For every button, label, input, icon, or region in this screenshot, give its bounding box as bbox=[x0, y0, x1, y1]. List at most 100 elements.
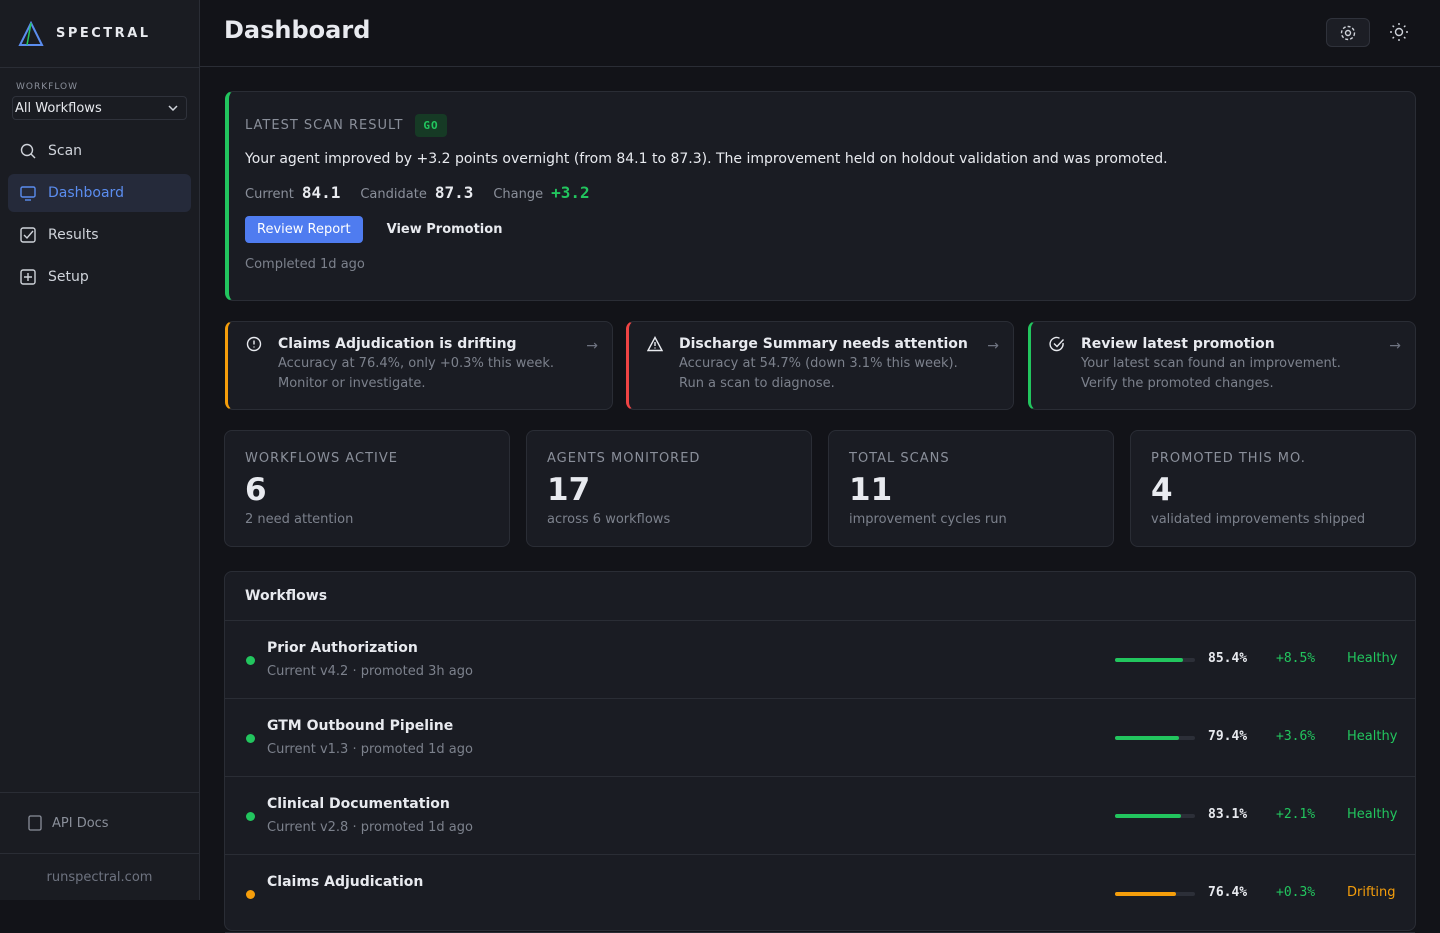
workflow-row[interactable]: Prior Authorization Current v4.2 · promot… bbox=[225, 621, 1415, 699]
status-dot bbox=[246, 890, 255, 899]
logo bbox=[18, 20, 44, 46]
status: Healthy bbox=[1347, 651, 1398, 666]
alert-text: Accuracy at 54.7% (down 3.1% this week).… bbox=[679, 356, 958, 391]
workflow-row[interactable]: GTM Outbound Pipeline Current v1.3 · prom… bbox=[225, 699, 1415, 777]
alert-card[interactable]: Claims Adjudication is drifting Accuracy … bbox=[225, 321, 613, 410]
alert-text: Your latest scan found an improvement. V… bbox=[1081, 356, 1341, 391]
status-dot bbox=[246, 656, 255, 665]
scan-summary: Your agent improved by +3.2 points overn… bbox=[245, 151, 1168, 167]
settings-button[interactable] bbox=[1326, 18, 1370, 47]
nav-item[interactable]: Results bbox=[8, 216, 191, 254]
scan-badge: GO bbox=[415, 114, 447, 137]
alert-title: Discharge Summary needs attention bbox=[679, 336, 968, 352]
scan-completed: Completed 1d ago bbox=[245, 257, 365, 272]
scan-metrics: Current 84.1 Candidate 87.3 Change +3.2 bbox=[245, 183, 1415, 202]
score: 83.1% bbox=[1208, 807, 1248, 822]
header: Dashboard bbox=[200, 0, 1440, 67]
page-title: Dashboard bbox=[224, 16, 371, 44]
workflow-label: WORKFLOW bbox=[16, 82, 78, 92]
metric-label: Candidate bbox=[360, 187, 427, 202]
change: +0.3% bbox=[1276, 885, 1316, 900]
brand-name: SPECTRAL bbox=[56, 26, 151, 41]
metric-label: Change bbox=[493, 187, 544, 202]
scan-label: LATEST SCAN RESULT bbox=[245, 118, 404, 133]
arrow: → bbox=[586, 338, 598, 354]
stat-label: WORKFLOWS ACTIVE bbox=[245, 451, 398, 466]
select-value: All Workflows bbox=[15, 100, 102, 116]
brand[interactable]: SPECTRAL bbox=[0, 0, 199, 68]
icon bbox=[1390, 23, 1408, 41]
workflow-meta: Current v2.8 · promoted 1d ago bbox=[267, 820, 473, 835]
alert-title: Claims Adjudication is drifting bbox=[278, 336, 517, 352]
stat-card: PROMOTED THIS MO. 4 validated improvements… bbox=[1130, 430, 1416, 547]
icon bbox=[20, 143, 36, 159]
workflow-name: GTM Outbound Pipeline bbox=[267, 718, 454, 734]
score-track bbox=[1115, 736, 1195, 740]
view-promotion-link[interactable]: View Promotion bbox=[386, 222, 503, 237]
workflow-meta: Current v1.3 · promoted 1d ago bbox=[267, 742, 473, 757]
review-report-button[interactable]: Review Report bbox=[245, 216, 363, 243]
alert-text: Accuracy at 76.4%, only +0.3% this week.… bbox=[278, 356, 555, 391]
nav-item[interactable]: Scan bbox=[8, 132, 191, 170]
score: 79.4% bbox=[1208, 729, 1248, 744]
workflow-name: Claims Adjudication bbox=[267, 874, 424, 890]
metric: Candidate 87.3 bbox=[360, 183, 473, 202]
nav-label: Scan bbox=[48, 143, 83, 159]
metric: Current 84.1 bbox=[245, 183, 340, 202]
nav-label: Dashboard bbox=[48, 185, 124, 201]
workflow-select[interactable]: All Workflows bbox=[12, 96, 187, 120]
arrow: → bbox=[1389, 338, 1401, 354]
scan-card: LATEST SCAN RESULT GO Your agent improved… bbox=[225, 91, 1416, 301]
icon bbox=[1049, 336, 1065, 352]
stat-card: TOTAL SCANS 11 improvement cycles run bbox=[828, 430, 1114, 547]
score-track bbox=[1115, 892, 1195, 896]
stat-note: improvement cycles run bbox=[849, 512, 1007, 527]
icon bbox=[647, 336, 663, 352]
nav-label: Setup bbox=[48, 269, 89, 285]
workflow-row[interactable]: Clinical Documentation Current v2.8 · pro… bbox=[225, 777, 1415, 855]
score: 85.4% bbox=[1208, 651, 1248, 666]
status-dot bbox=[246, 812, 255, 821]
workflow-row[interactable]: Claims Adjudication 76.4% +0.3% Drifting bbox=[225, 855, 1415, 933]
workflow-name: Clinical Documentation bbox=[267, 796, 450, 812]
workflow-list: Prior Authorization Current v4.2 · promot… bbox=[225, 621, 1415, 933]
sidebar: SPECTRAL WORKFLOW All Workflows Scan Das… bbox=[0, 0, 200, 900]
alert-card[interactable]: Discharge Summary needs attention Accurac… bbox=[626, 321, 1014, 410]
score-bar bbox=[1115, 892, 1177, 896]
nav-label: Results bbox=[48, 227, 99, 243]
arrow: → bbox=[987, 338, 999, 354]
metric-value: 87.3 bbox=[434, 183, 474, 202]
icon bbox=[28, 815, 42, 831]
metric-label: Current bbox=[245, 187, 294, 202]
status-dot bbox=[246, 734, 255, 743]
alert-card[interactable]: Review latest promotion Your latest scan … bbox=[1028, 321, 1416, 410]
metric: Change +3.2 bbox=[493, 183, 589, 202]
change: +2.1% bbox=[1276, 807, 1316, 822]
stat-value: 6 bbox=[245, 472, 267, 508]
icon bbox=[1340, 25, 1356, 40]
metric-value: +3.2 bbox=[551, 183, 590, 202]
change: +8.5% bbox=[1276, 651, 1316, 666]
score-track bbox=[1115, 658, 1195, 662]
stat-label: TOTAL SCANS bbox=[849, 451, 950, 466]
workflow-meta: Current v4.2 · promoted 3h ago bbox=[267, 664, 473, 679]
icon bbox=[20, 227, 36, 243]
theme-toggle[interactable] bbox=[1389, 22, 1409, 46]
status: Drifting bbox=[1347, 885, 1396, 900]
workflows-title: Workflows bbox=[225, 572, 1415, 621]
stat-card: WORKFLOWS ACTIVE 6 2 need attention bbox=[224, 430, 510, 547]
status: Healthy bbox=[1347, 729, 1398, 744]
score: 76.4% bbox=[1208, 885, 1248, 900]
alert-title: Review latest promotion bbox=[1081, 336, 1275, 352]
workflows-panel: Workflows Prior Authorization Current v4.… bbox=[224, 571, 1416, 933]
api-docs-label: API Docs bbox=[52, 815, 109, 831]
stat-card: AGENTS MONITORED 17 across 6 workflows bbox=[526, 430, 812, 547]
stat-note: 2 need attention bbox=[245, 512, 354, 527]
nav-item[interactable]: Dashboard bbox=[8, 174, 191, 212]
chevron bbox=[168, 105, 178, 111]
score-bar bbox=[1115, 814, 1182, 818]
nav-item[interactable]: Setup bbox=[8, 258, 191, 296]
footer-link[interactable]: runspectral.com bbox=[46, 870, 153, 885]
icon bbox=[20, 269, 36, 285]
api-docs[interactable]: API Docs bbox=[0, 792, 199, 854]
